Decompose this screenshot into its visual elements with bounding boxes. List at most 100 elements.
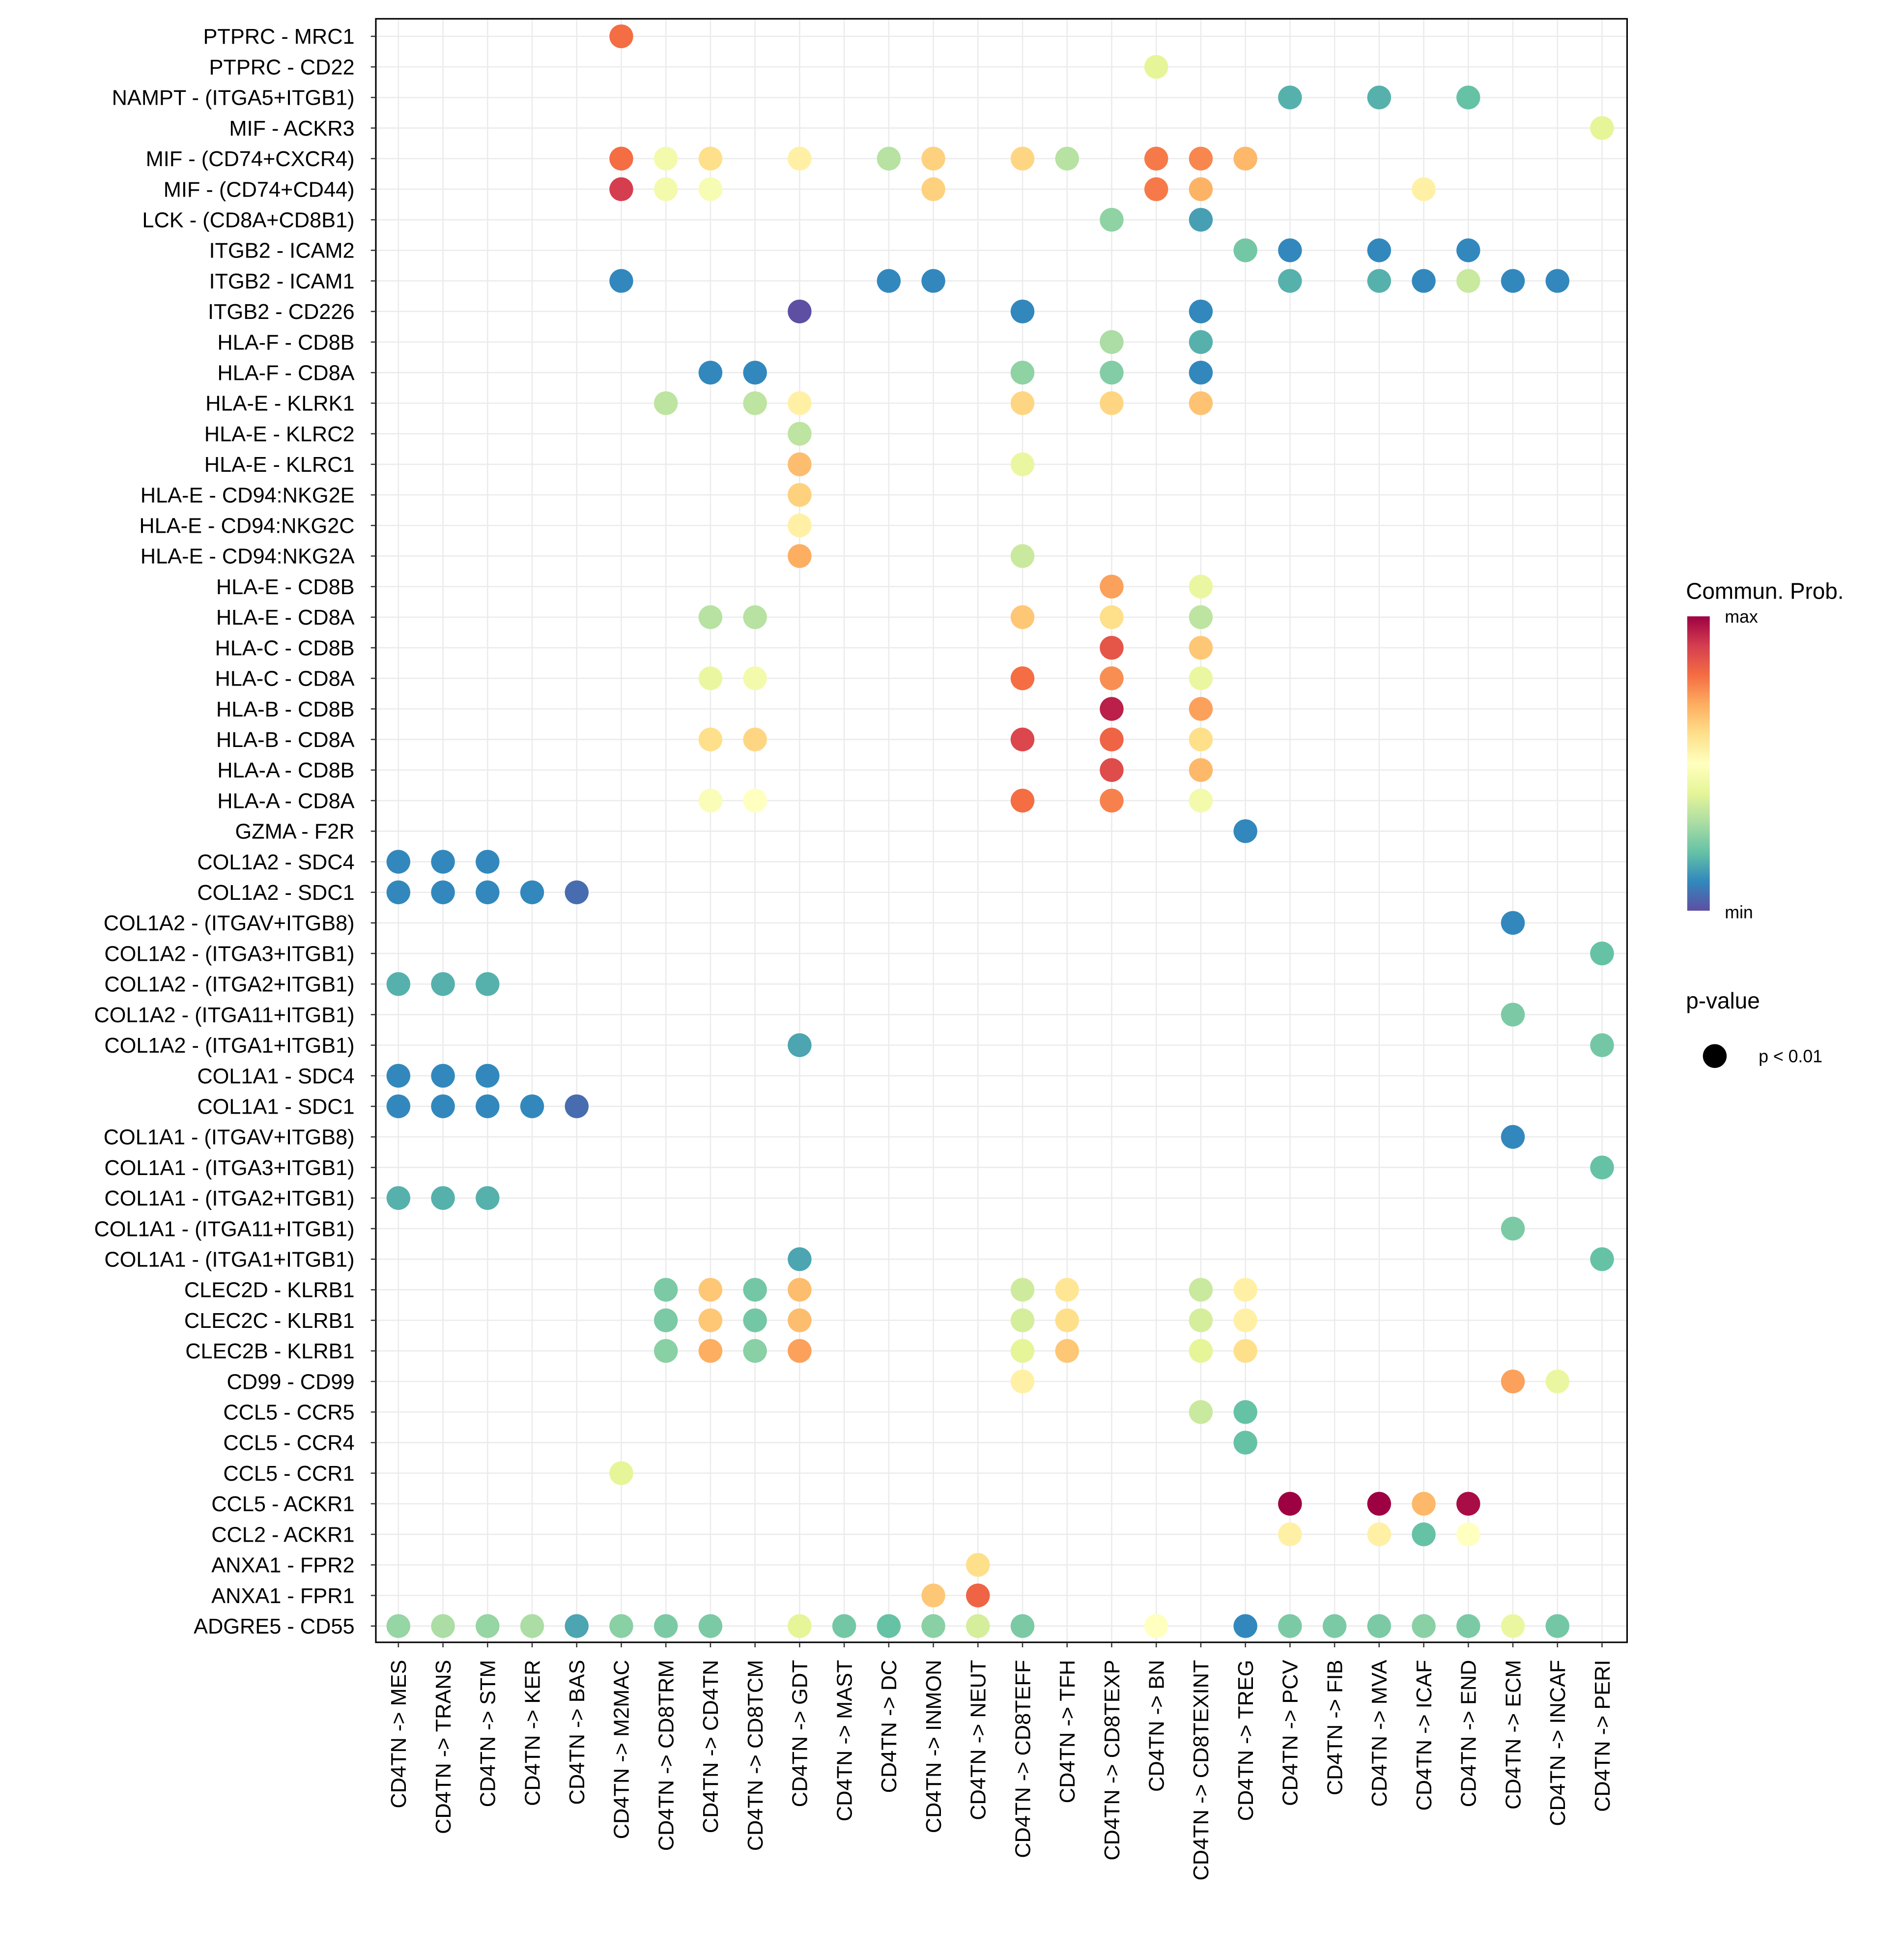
size-legend-entry: p < 0.01: [1759, 1047, 1822, 1066]
dot-mes: [386, 850, 411, 874]
dot-ecm: [1501, 269, 1525, 293]
dot-gdt: [788, 1033, 812, 1057]
dot-cd8texint: [1189, 1308, 1213, 1332]
dot-ecm: [1501, 1369, 1525, 1394]
dot-cd8texp: [1100, 605, 1124, 630]
dot-mva: [1367, 1492, 1392, 1516]
dot-pcv: [1278, 238, 1302, 262]
dot-cd8texint: [1189, 360, 1213, 385]
x-tick-label: CD4TN -> FIB: [1323, 1660, 1347, 1796]
dot-cd8tcm: [743, 727, 767, 751]
dot-gdt: [788, 1614, 812, 1638]
dot-end: [1456, 1492, 1480, 1516]
y-tick-label: ANXA1 - FPR2: [211, 1554, 354, 1578]
x-tick-label: CD4TN -> M2MAC: [610, 1660, 634, 1839]
dot-cd8texp: [1100, 788, 1124, 813]
dot-cd8teff: [1010, 788, 1035, 813]
dot-stm: [476, 880, 500, 904]
dot-trans: [431, 1614, 455, 1638]
x-tick-label: CD4TN -> CD4TN: [699, 1660, 723, 1834]
dot-stm: [476, 1063, 500, 1088]
size-legend-dot: [1703, 1044, 1727, 1068]
dot-mes: [386, 1186, 411, 1210]
y-tick-label: HLA-F - CD8A: [217, 361, 354, 385]
dot-cd8texint: [1189, 727, 1213, 751]
x-tick-label: CD4TN -> END: [1457, 1660, 1481, 1808]
dot-cd8teff: [1010, 1308, 1035, 1332]
y-tick-label: HLA-E - CD94:NKG2A: [141, 545, 355, 569]
dot-cd8texint: [1189, 788, 1213, 813]
dot-dc: [877, 1614, 901, 1638]
y-tick-label: NAMPT - (ITGA5+ITGB1): [112, 86, 355, 110]
dot-cd4tn: [698, 727, 723, 751]
dot-cd8tcm: [743, 788, 767, 813]
dot-cd8tcm: [743, 360, 767, 385]
dot-cd4tn: [698, 1614, 723, 1638]
dot-trans: [431, 1063, 455, 1088]
dot-cd8teff: [1010, 299, 1035, 324]
y-tick-label: HLA-F - CD8B: [217, 331, 354, 354]
dot-peri: [1590, 1155, 1614, 1179]
dot-cd8texint: [1189, 635, 1213, 660]
dot-cd4tn: [698, 788, 723, 813]
y-tick-label: HLA-C - CD8A: [215, 667, 354, 691]
dot-tfh: [1055, 146, 1079, 171]
dot-cd4tn: [698, 605, 723, 630]
dot-cd8teff: [1010, 360, 1035, 385]
x-tick-label: CD4TN -> KER: [521, 1660, 544, 1806]
size-legend: p-value p < 0.01: [1686, 988, 1822, 1068]
dot-cd8texint: [1189, 207, 1213, 232]
dot-dc: [877, 146, 901, 171]
dot-gdt: [788, 483, 812, 507]
y-tick-label: HLA-E - KLRC2: [204, 423, 355, 446]
y-tick-label: ITGB2 - ICAM2: [209, 239, 354, 263]
dot-ecm: [1501, 1216, 1525, 1241]
dot-icaf: [1412, 1492, 1436, 1516]
size-legend-title: p-value: [1686, 988, 1760, 1013]
x-tick-label: CD4TN -> ICAF: [1413, 1660, 1436, 1811]
dot-m2mac: [609, 177, 633, 201]
dot-treg: [1233, 1339, 1257, 1363]
dot-pcv: [1278, 1614, 1302, 1638]
y-axis-labels: PTPRC - MRC1 PTPRC - CD22 NAMPT - (ITGA5+I…: [94, 25, 376, 1638]
y-tick-label: CLEC2B - KLRB1: [185, 1340, 354, 1363]
dot-gdt: [788, 299, 812, 324]
dot-tfh: [1055, 1339, 1079, 1363]
dot-treg: [1233, 1278, 1257, 1302]
dot-cd8texint: [1189, 299, 1213, 324]
dot-gdt: [788, 1308, 812, 1332]
dot-pcv: [1278, 86, 1302, 110]
dot-icaf: [1412, 269, 1436, 293]
dot-cd8texp: [1100, 727, 1124, 751]
y-tick-label: ADGRE5 - CD55: [194, 1615, 354, 1638]
dot-pcv: [1278, 269, 1302, 293]
x-tick-label: CD4TN -> MAST: [833, 1660, 856, 1822]
y-tick-label: COL1A1 - (ITGA1+ITGB1): [104, 1248, 354, 1272]
dot-gdt: [788, 146, 812, 171]
dot-gdt: [788, 514, 812, 538]
dot-cd8texint: [1189, 146, 1213, 171]
dot-mva: [1367, 1614, 1392, 1638]
y-tick-label: HLA-E - CD94:NKG2E: [141, 484, 355, 507]
dot-gdt: [788, 422, 812, 446]
dot-cd8trm: [654, 1339, 678, 1363]
dot-dc: [877, 269, 901, 293]
colorbar-min-label: min: [1725, 902, 1753, 922]
dot-incaf: [1545, 1614, 1569, 1638]
dot-inmon: [921, 1583, 945, 1608]
dot-treg: [1233, 146, 1257, 171]
dot-ecm: [1501, 911, 1525, 935]
color-legend: Commun. Prob. max min: [1686, 578, 1844, 922]
x-tick-label: CD4TN -> NEUT: [967, 1660, 991, 1820]
dot-cd8tcm: [743, 666, 767, 690]
dot-trans: [431, 880, 455, 904]
dot-cd8teff: [1010, 452, 1035, 477]
dot-cd8texint: [1189, 574, 1213, 599]
dot-pcv: [1278, 1522, 1302, 1547]
y-tick-label: CCL2 - ACKR1: [211, 1523, 354, 1547]
x-tick-label: CD4TN -> CD8TEXINT: [1190, 1660, 1213, 1881]
y-tick-label: CCL5 - ACKR1: [211, 1493, 354, 1516]
dot-cd8teff: [1010, 544, 1035, 568]
dot-ker: [520, 880, 544, 904]
dot-mes: [386, 972, 411, 996]
